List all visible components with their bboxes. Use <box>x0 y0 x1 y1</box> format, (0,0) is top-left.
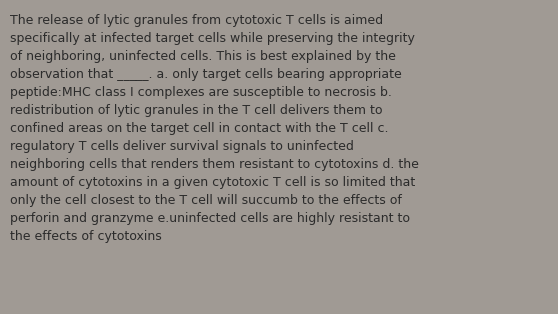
Text: The release of lytic granules from cytotoxic T cells is aimed
specifically at in: The release of lytic granules from cytot… <box>10 14 419 243</box>
